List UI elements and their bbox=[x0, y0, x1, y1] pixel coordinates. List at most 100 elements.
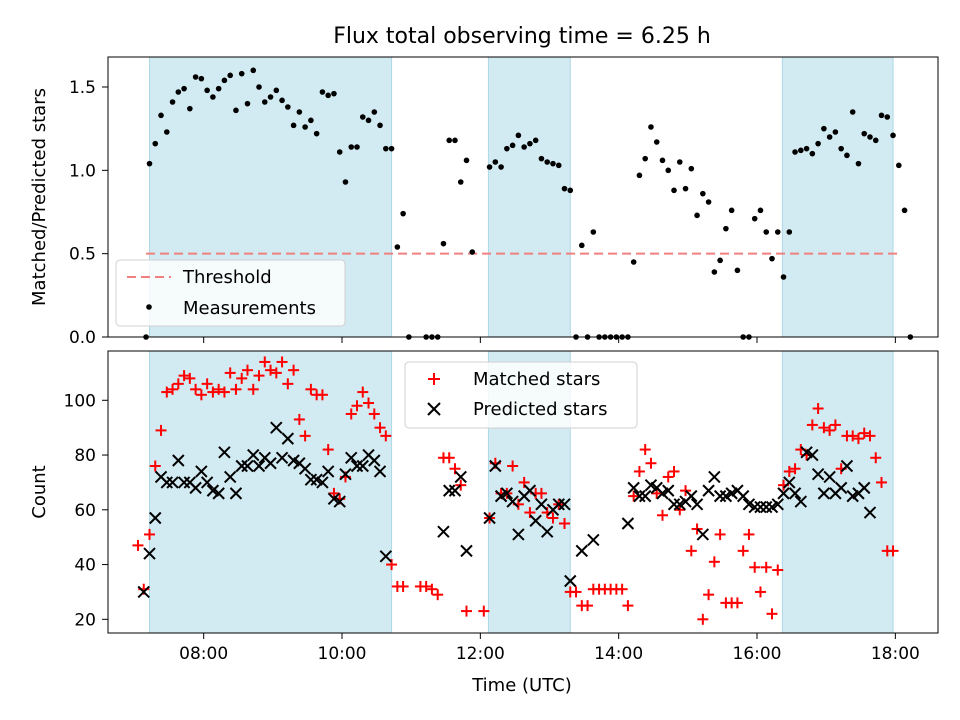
measurement-point bbox=[175, 89, 182, 95]
matched-star-marker bbox=[443, 452, 455, 464]
matched-star-marker bbox=[731, 597, 743, 609]
predicted-star-marker bbox=[241, 459, 254, 473]
matched-star-marker bbox=[241, 364, 253, 376]
measurement-point bbox=[515, 132, 522, 139]
predicted-star-marker bbox=[316, 476, 329, 489]
measurement-point bbox=[233, 107, 239, 114]
measurement-point bbox=[555, 162, 562, 169]
measurement-point bbox=[561, 185, 568, 192]
measurement-point bbox=[642, 155, 648, 162]
measurement-point bbox=[901, 207, 908, 214]
measurement-point bbox=[192, 74, 199, 80]
matched-star-marker bbox=[253, 370, 265, 382]
matched-star-marker bbox=[236, 372, 248, 384]
matched-star-marker bbox=[195, 389, 207, 401]
predicted-star-marker bbox=[160, 476, 173, 489]
x-tick-label: 16:00 bbox=[733, 644, 782, 664]
measurement-point bbox=[861, 130, 868, 137]
predicted-star-marker bbox=[333, 495, 346, 508]
observing-window bbox=[149, 350, 393, 634]
measurement-point bbox=[648, 124, 654, 130]
measurement-point bbox=[215, 85, 222, 92]
measurement-point bbox=[158, 112, 164, 119]
matched-star-marker bbox=[247, 383, 259, 395]
measurement-point bbox=[527, 140, 533, 147]
measurement-point bbox=[688, 165, 695, 172]
matched-star-marker bbox=[368, 408, 380, 420]
observing-window bbox=[781, 350, 894, 634]
predicted-star-marker bbox=[506, 495, 519, 508]
measurement-point bbox=[509, 142, 516, 149]
predicted-star-marker bbox=[794, 495, 808, 508]
matched-star-marker bbox=[299, 430, 311, 442]
predicted-star-marker bbox=[834, 481, 848, 495]
measurement-point bbox=[694, 212, 700, 219]
predicted-star-marker bbox=[247, 448, 260, 462]
x-tick-label: 14:00 bbox=[594, 644, 643, 664]
predicted-star-marker bbox=[760, 500, 773, 514]
measurement-point bbox=[855, 160, 862, 167]
predicted-star-marker bbox=[858, 481, 871, 495]
measurement-point bbox=[313, 130, 320, 137]
matched-star-marker bbox=[316, 389, 328, 401]
measurement-point bbox=[728, 207, 735, 214]
predicted-star-marker bbox=[379, 550, 393, 563]
predicted-star-marker bbox=[483, 511, 496, 525]
measurement-point bbox=[567, 187, 574, 194]
measurement-point bbox=[342, 179, 349, 185]
top-y-axis-label: Matched/Predicted stars bbox=[29, 88, 50, 306]
matched-star-marker bbox=[737, 545, 749, 557]
measurement-point bbox=[544, 159, 551, 165]
measurement-point bbox=[538, 155, 545, 162]
measurement-point bbox=[723, 225, 729, 232]
measurement-point bbox=[676, 159, 683, 165]
predicted-star-marker bbox=[137, 585, 150, 599]
predicted-star-marker bbox=[523, 484, 537, 497]
matched-star-marker bbox=[345, 408, 357, 420]
predicted-star-marker bbox=[356, 459, 369, 473]
measurement-point bbox=[590, 229, 597, 235]
measurement-point bbox=[734, 267, 741, 274]
measurement-point bbox=[486, 164, 493, 170]
predicted-star-marker bbox=[345, 451, 358, 464]
measurement-point bbox=[821, 125, 827, 132]
predicted-star-marker bbox=[212, 487, 225, 500]
predicted-star-marker bbox=[690, 498, 704, 511]
measurement-point bbox=[798, 147, 804, 154]
matched-star-marker bbox=[754, 586, 766, 598]
top-x-ticks bbox=[203, 337, 896, 343]
matched-star-marker bbox=[149, 460, 161, 472]
predicted-star-marker bbox=[736, 489, 750, 503]
matched-star-marker bbox=[461, 605, 473, 617]
predicted-star-marker bbox=[685, 489, 698, 503]
predicted-star-marker bbox=[350, 459, 364, 473]
measurement-point bbox=[388, 145, 395, 152]
predicted-star-marker bbox=[298, 462, 312, 475]
measurement-point bbox=[163, 129, 170, 135]
predicted-star-marker bbox=[454, 470, 467, 484]
measurement-point bbox=[273, 87, 280, 94]
matched-star-marker bbox=[633, 465, 645, 477]
matched-star-marker bbox=[478, 605, 490, 617]
measurement-point bbox=[204, 87, 210, 94]
panel-ratio: 0.0 0.5 1.0 1.5 Matched/Predicted stars Thr… bbox=[29, 56, 939, 348]
measurement-point bbox=[786, 229, 793, 235]
measurement-point bbox=[296, 109, 303, 115]
matched-star-marker bbox=[806, 419, 818, 431]
predicted-star-marker bbox=[200, 476, 214, 489]
measurement-point bbox=[336, 149, 343, 155]
measurement-point bbox=[521, 144, 527, 150]
predicted-star-marker bbox=[788, 487, 802, 500]
predicted-star-marker bbox=[373, 465, 387, 478]
predicted-star-marker bbox=[443, 484, 456, 497]
measurement-point bbox=[181, 85, 187, 92]
legend-threshold-label: Threshold bbox=[182, 267, 272, 288]
matched-star-marker bbox=[270, 367, 282, 379]
measurement-point bbox=[261, 99, 268, 105]
measurement-point bbox=[319, 89, 326, 95]
matched-star-marker bbox=[363, 397, 375, 409]
measurement-point bbox=[394, 244, 401, 250]
matched-star-marker bbox=[685, 545, 697, 557]
measurement-point bbox=[365, 117, 372, 124]
matched-star-marker bbox=[351, 400, 363, 412]
